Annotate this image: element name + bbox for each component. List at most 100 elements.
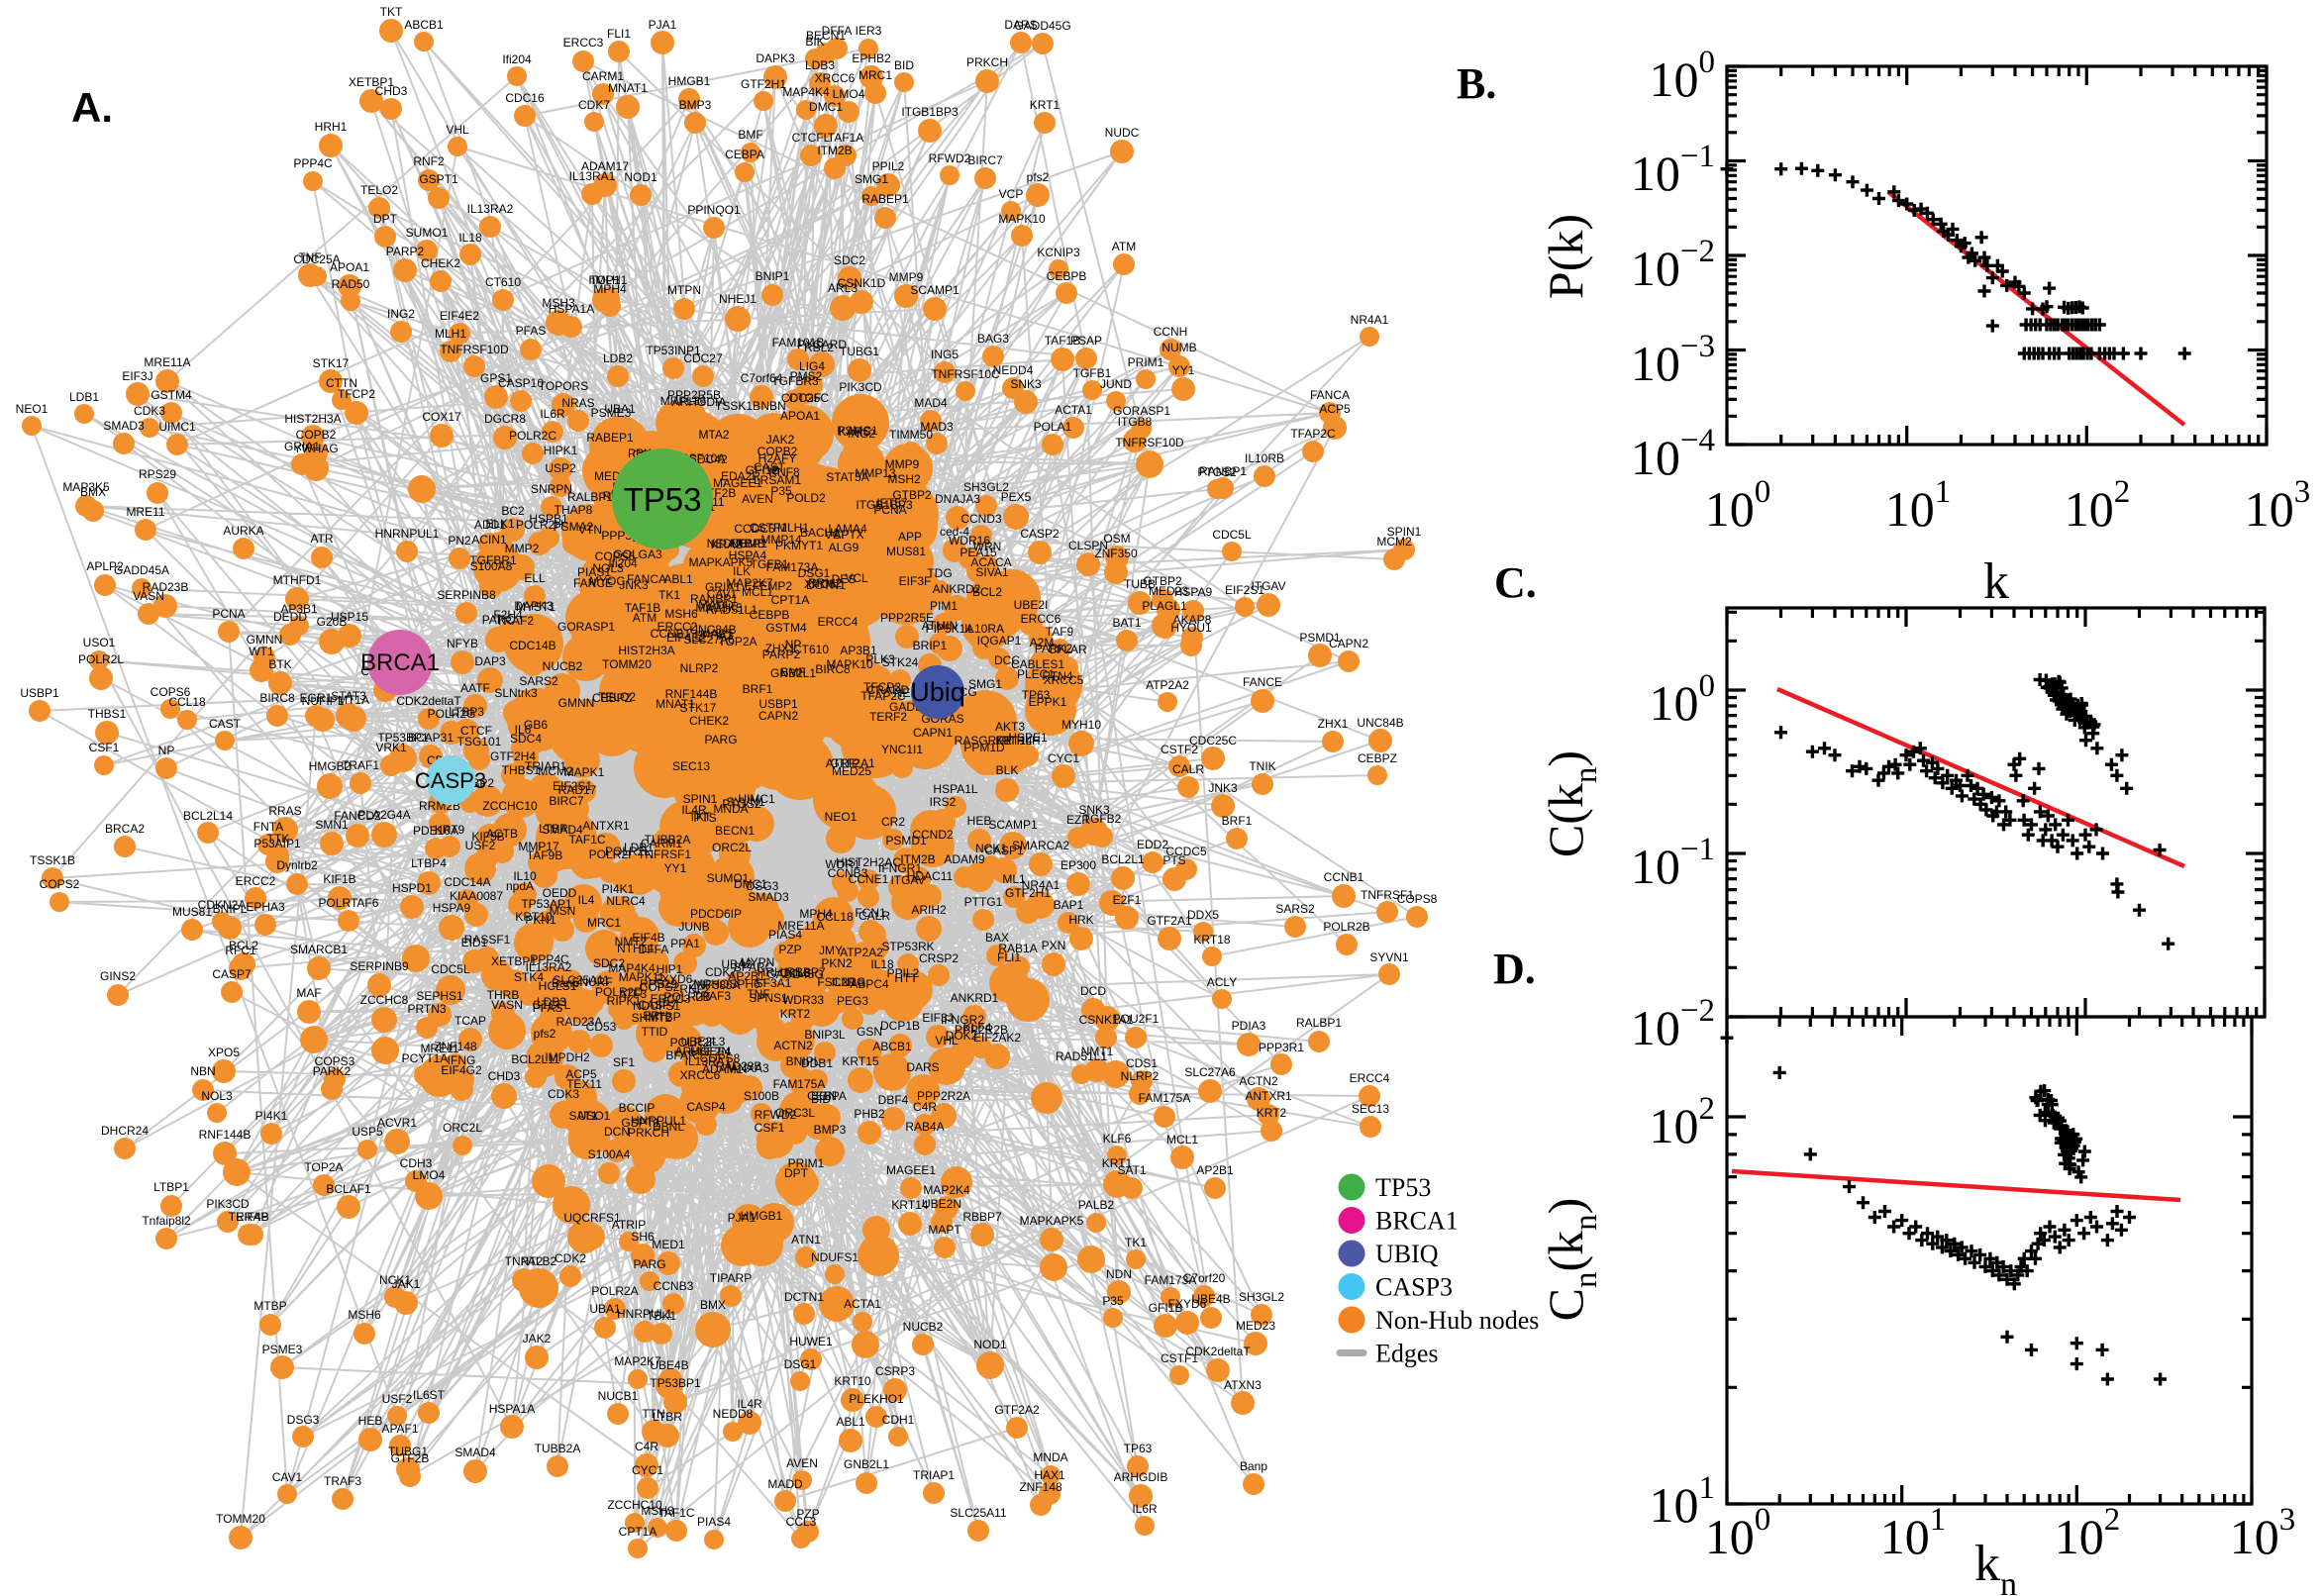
svg-text:SDC2: SDC2 bbox=[834, 253, 865, 267]
svg-text:PXN: PXN bbox=[1042, 939, 1066, 952]
svg-text:CTCF: CTCF bbox=[460, 724, 492, 738]
svg-text:IL13RA2: IL13RA2 bbox=[467, 202, 514, 216]
svg-text:UBE4B: UBE4B bbox=[1191, 1292, 1230, 1306]
svg-text:STAT5A: STAT5A bbox=[826, 470, 869, 484]
svg-text:PCNA: PCNA bbox=[212, 607, 245, 621]
svg-text:DARS: DARS bbox=[906, 1060, 939, 1074]
svg-text:CCNB3: CCNB3 bbox=[828, 866, 868, 880]
svg-text:NDUFS1: NDUFS1 bbox=[633, 999, 680, 1013]
svg-text:Ifi204: Ifi204 bbox=[608, 556, 638, 570]
svg-text:TRAF1: TRAF1 bbox=[342, 758, 379, 772]
svg-text:CDC14B: CDC14B bbox=[509, 639, 556, 652]
svg-text:NUCB1: NUCB1 bbox=[598, 1389, 639, 1403]
svg-text:RAB1A: RAB1A bbox=[998, 942, 1037, 955]
svg-text:POLR2B: POLR2B bbox=[663, 990, 710, 1004]
svg-text:GORASP1: GORASP1 bbox=[1113, 404, 1170, 418]
svg-text:NOD1: NOD1 bbox=[973, 1338, 1007, 1351]
svg-text:TOP2A: TOP2A bbox=[718, 635, 757, 648]
svg-text:APAF1: APAF1 bbox=[381, 1422, 418, 1436]
svg-text:TNF: TNF bbox=[747, 987, 769, 1001]
svg-text:GORASP1: GORASP1 bbox=[557, 620, 615, 634]
svg-text:CCL3: CCL3 bbox=[780, 966, 811, 980]
svg-text:RFWD2: RFWD2 bbox=[929, 151, 971, 165]
svg-text:CTTN: CTTN bbox=[326, 376, 357, 390]
svg-text:FANCA: FANCA bbox=[1310, 388, 1350, 402]
svg-text:XPO5: XPO5 bbox=[208, 1046, 240, 1059]
svg-text:MTA2: MTA2 bbox=[698, 428, 729, 442]
svg-text:MCL1: MCL1 bbox=[1166, 1133, 1198, 1147]
svg-text:TK1: TK1 bbox=[1125, 1236, 1147, 1249]
svg-text:BRCA1: BRCA1 bbox=[360, 649, 440, 676]
svg-text:TAF9B: TAF9B bbox=[527, 848, 562, 862]
svg-text:GTBP2: GTBP2 bbox=[1143, 574, 1182, 588]
svg-text:TUBG1: TUBG1 bbox=[388, 1445, 428, 1458]
svg-text:PMS2: PMS2 bbox=[790, 369, 823, 383]
svg-text:ORC2L: ORC2L bbox=[443, 1121, 482, 1135]
svg-text:ACTN2: ACTN2 bbox=[773, 1039, 813, 1052]
svg-text:EIF4G2: EIF4G2 bbox=[441, 1063, 482, 1077]
svg-text:NR4A1: NR4A1 bbox=[1351, 313, 1389, 327]
svg-text:ARHGEF4: ARHGEF4 bbox=[675, 1045, 732, 1058]
svg-text:AATF: AATF bbox=[460, 681, 490, 695]
svg-text:TSSK1B: TSSK1B bbox=[30, 853, 75, 867]
svg-text:LIG4: LIG4 bbox=[799, 359, 825, 373]
svg-text:PEX5: PEX5 bbox=[1001, 490, 1032, 504]
svg-text:KRT15: KRT15 bbox=[842, 1054, 878, 1068]
svg-text:DMC1: DMC1 bbox=[809, 100, 843, 114]
svg-text:BMP3: BMP3 bbox=[679, 98, 712, 112]
svg-text:RALBP1: RALBP1 bbox=[567, 490, 613, 504]
svg-text:MED25: MED25 bbox=[832, 764, 871, 778]
svg-text:DDX5: DDX5 bbox=[1187, 908, 1219, 922]
svg-text:HNRPUL1: HNRPUL1 bbox=[617, 1307, 672, 1321]
svg-text:GADD45G: GADD45G bbox=[766, 967, 823, 981]
svg-text:SIVA1: SIVA1 bbox=[975, 565, 1008, 579]
svg-text:PTTG1: PTTG1 bbox=[964, 895, 1003, 909]
svg-text:SF1: SF1 bbox=[613, 1055, 635, 1069]
svg-text:FXYD6: FXYD6 bbox=[655, 972, 693, 986]
svg-text:TOP1: TOP1 bbox=[589, 273, 620, 287]
svg-text:EIF4E2: EIF4E2 bbox=[666, 631, 706, 645]
svg-text:PLEC1: PLEC1 bbox=[1017, 667, 1055, 681]
svg-text:ERH: ERH bbox=[643, 1009, 667, 1023]
svg-text:TSSK1B: TSSK1B bbox=[715, 399, 760, 413]
svg-text:IL10RB: IL10RB bbox=[1245, 451, 1284, 465]
svg-text:CSRP3: CSRP3 bbox=[875, 1364, 915, 1378]
svg-text:IL18: IL18 bbox=[870, 957, 894, 971]
svg-text:ANTXR1: ANTXR1 bbox=[582, 819, 630, 833]
svg-text:HSPA4: HSPA4 bbox=[729, 549, 767, 562]
svg-text:SNURF: SNURF bbox=[571, 975, 612, 989]
svg-text:RFWD2: RFWD2 bbox=[755, 1108, 797, 1122]
svg-text:GTF2H4: GTF2H4 bbox=[490, 749, 536, 763]
svg-text:CTCFL: CTCFL bbox=[792, 131, 831, 145]
svg-text:PSMD1: PSMD1 bbox=[1299, 631, 1341, 645]
svg-text:CASP7: CASP7 bbox=[212, 967, 252, 981]
svg-text:FAM175A: FAM175A bbox=[773, 1077, 826, 1091]
svg-text:SERPINB9: SERPINB9 bbox=[350, 959, 409, 973]
svg-text:CAPN2: CAPN2 bbox=[758, 709, 798, 723]
svg-text:XRCC6: XRCC6 bbox=[680, 1068, 721, 1082]
svg-text:AP2B1: AP2B1 bbox=[1196, 1163, 1234, 1177]
svg-text:COPS8: COPS8 bbox=[1397, 892, 1438, 906]
svg-text:STK4: STK4 bbox=[514, 970, 544, 984]
svg-text:JNK3: JNK3 bbox=[619, 578, 649, 592]
svg-text:CCND2: CCND2 bbox=[912, 828, 954, 842]
svg-text:GTF2H1: GTF2H1 bbox=[741, 77, 786, 91]
svg-text:APLP2: APLP2 bbox=[86, 559, 124, 573]
svg-text:NCK1: NCK1 bbox=[379, 1273, 411, 1287]
svg-text:XETBP1: XETBP1 bbox=[491, 954, 537, 968]
svg-text:ANTXR1: ANTXR1 bbox=[1245, 1089, 1292, 1103]
svg-text:PJA1: PJA1 bbox=[728, 1211, 757, 1225]
svg-text:PSME3: PSME3 bbox=[262, 1343, 303, 1356]
svg-text:IL13RA1: IL13RA1 bbox=[569, 169, 616, 183]
svg-text:NP: NP bbox=[158, 744, 175, 757]
svg-text:ING2: ING2 bbox=[387, 307, 415, 321]
svg-text:FLI1: FLI1 bbox=[997, 950, 1021, 964]
svg-text:CCL3: CCL3 bbox=[786, 1515, 817, 1529]
svg-text:TP63: TP63 bbox=[1124, 1442, 1153, 1455]
svg-text:DFFA: DFFA bbox=[639, 943, 669, 956]
svg-text:USP15: USP15 bbox=[331, 610, 368, 624]
svg-text:100: 100 bbox=[1705, 474, 1771, 537]
svg-text:DMC1: DMC1 bbox=[734, 877, 767, 891]
svg-text:CCL18: CCL18 bbox=[168, 695, 206, 709]
svg-text:CDK2deltaT: CDK2deltaT bbox=[1185, 1345, 1251, 1358]
